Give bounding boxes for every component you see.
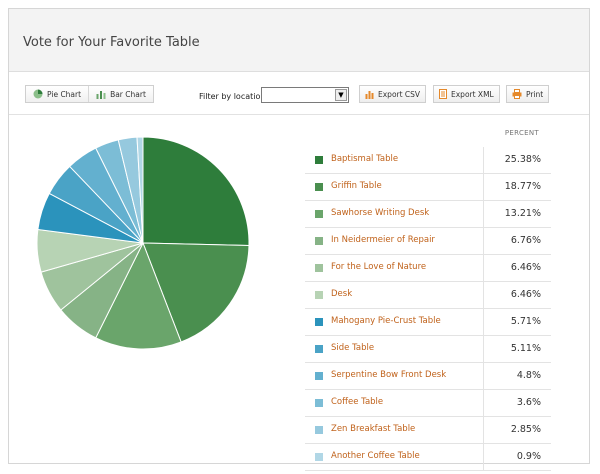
column-divider (483, 309, 484, 335)
pie-chart (36, 136, 250, 350)
pie-chart-label: Pie Chart (47, 89, 82, 99)
legend-percent: 3.6% (516, 397, 541, 408)
column-divider (483, 147, 484, 173)
legend-swatch (315, 453, 323, 461)
legend-percent: 2.85% (510, 424, 541, 435)
percent-header: PERCENT (504, 129, 539, 137)
legend-row[interactable]: Griffin Table 18.77% (305, 174, 551, 201)
legend-label[interactable]: Another Coffee Table (331, 451, 420, 461)
pie-chart-icon (33, 89, 43, 99)
legend-label[interactable]: Sawhorse Writing Desk (331, 208, 430, 218)
printer-icon (512, 89, 522, 99)
legend-swatch (315, 426, 323, 434)
legend-row[interactable]: For the Love of Nature 6.46% (305, 255, 551, 282)
legend-percent: 25.38% (504, 154, 541, 165)
legend-row[interactable]: Desk 6.46% (305, 282, 551, 309)
export-xml-button[interactable]: Export XML (433, 85, 500, 103)
legend-row[interactable]: Mahogany Pie-Crust Table 5.71% (305, 309, 551, 336)
pie-slice[interactable] (136, 136, 144, 244)
bar-chart-icon (96, 91, 106, 99)
column-divider (483, 417, 484, 443)
legend-percent: 5.11% (510, 343, 541, 354)
column-divider (483, 174, 484, 200)
column-divider (483, 201, 484, 227)
export-csv-label: Export CSV (378, 89, 421, 99)
chart-type-toggle: Pie Chart Bar Chart (25, 85, 154, 103)
legend-percent: 4.8% (516, 370, 541, 381)
pie-slice[interactable] (142, 242, 250, 343)
legend-row[interactable]: Serpentine Bow Front Desk 4.8% (305, 363, 551, 390)
column-divider (483, 390, 484, 416)
export-xml-label: Export XML (451, 89, 494, 99)
legend-swatch (315, 318, 323, 326)
pie-slice[interactable] (95, 241, 182, 350)
legend-label[interactable]: Side Table (331, 343, 375, 353)
legend-swatch (315, 237, 323, 245)
panel-header: Vote for Your Favorite Table (9, 9, 589, 72)
legend-row[interactable]: Side Table 5.11% (305, 336, 551, 363)
legend-label[interactable]: Desk (331, 289, 353, 299)
legend-swatch (315, 399, 323, 407)
legend-label[interactable]: Zen Breakfast Table (331, 424, 416, 434)
column-divider (483, 363, 484, 389)
legend-percent: 6.46% (510, 262, 541, 273)
print-button[interactable]: Print (506, 85, 550, 103)
legend-swatch (315, 291, 323, 299)
legend-swatch (315, 345, 323, 353)
legend-swatch (315, 156, 323, 164)
column-divider (483, 228, 484, 254)
legend-percent: 18.77% (504, 181, 541, 192)
chevron-down-icon[interactable]: ▼ (335, 89, 347, 101)
bar-chart-label: Bar Chart (110, 89, 146, 99)
legend-row[interactable]: Sawhorse Writing Desk 13.21% (305, 201, 551, 228)
legend-row[interactable]: Baptismal Table 25.38% (305, 147, 551, 174)
legend-label[interactable]: Griffin Table (331, 181, 382, 191)
legend-row[interactable]: Zen Breakfast Table 2.85% (305, 417, 551, 444)
legend-row[interactable]: Coffee Table 3.6% (305, 390, 551, 417)
legend-percent: 5.71% (510, 316, 541, 327)
chart-area: PERCENT Baptismal Table 25.38% Griffin Tab… (9, 115, 589, 471)
legend-percent: 6.46% (510, 289, 541, 300)
legend-header: PERCENT (305, 123, 551, 147)
column-divider (483, 282, 484, 308)
legend-label[interactable]: In Neidermeier of Repair (331, 235, 435, 245)
print-label: Print (526, 89, 544, 99)
column-divider (483, 255, 484, 281)
pie-slice[interactable] (142, 136, 250, 247)
legend-label[interactable]: Coffee Table (331, 397, 384, 407)
column-divider (483, 336, 484, 362)
legend-swatch (315, 210, 323, 218)
legend-swatch (315, 183, 323, 191)
xml-icon (439, 89, 447, 99)
legend-label[interactable]: For the Love of Nature (331, 262, 427, 272)
legend-row[interactable]: Another Coffee Table 0.9% (305, 444, 551, 471)
pie-chart-button[interactable]: Pie Chart (26, 86, 88, 102)
poll-panel: Vote for Your Favorite Table Pie Chart B… (8, 8, 590, 471)
legend-table: PERCENT Baptismal Table 25.38% Griffin Tab… (305, 123, 551, 471)
bar-chart-button[interactable]: Bar Chart (88, 86, 153, 102)
legend-percent: 6.76% (510, 235, 541, 246)
legend-label[interactable]: Serpentine Bow Front Desk (331, 370, 447, 380)
page-title: Vote for Your Favorite Table (23, 35, 200, 50)
legend-percent: 0.9% (516, 451, 541, 462)
legend-label[interactable]: Baptismal Table (331, 154, 399, 164)
toolbar: Pie Chart Bar Chart Filter by location ▼ (9, 72, 589, 115)
filter-label: Filter by location (199, 92, 266, 101)
legend-swatch (315, 372, 323, 380)
legend-row[interactable]: In Neidermeier of Repair 6.76% (305, 228, 551, 255)
legend-percent: 13.21% (504, 208, 541, 219)
location-select[interactable]: ▼ (261, 87, 349, 103)
column-divider (483, 444, 484, 470)
legend-label[interactable]: Mahogany Pie-Crust Table (331, 316, 441, 326)
legend-swatch (315, 264, 323, 272)
csv-icon (365, 90, 374, 99)
export-csv-button[interactable]: Export CSV (359, 85, 427, 103)
